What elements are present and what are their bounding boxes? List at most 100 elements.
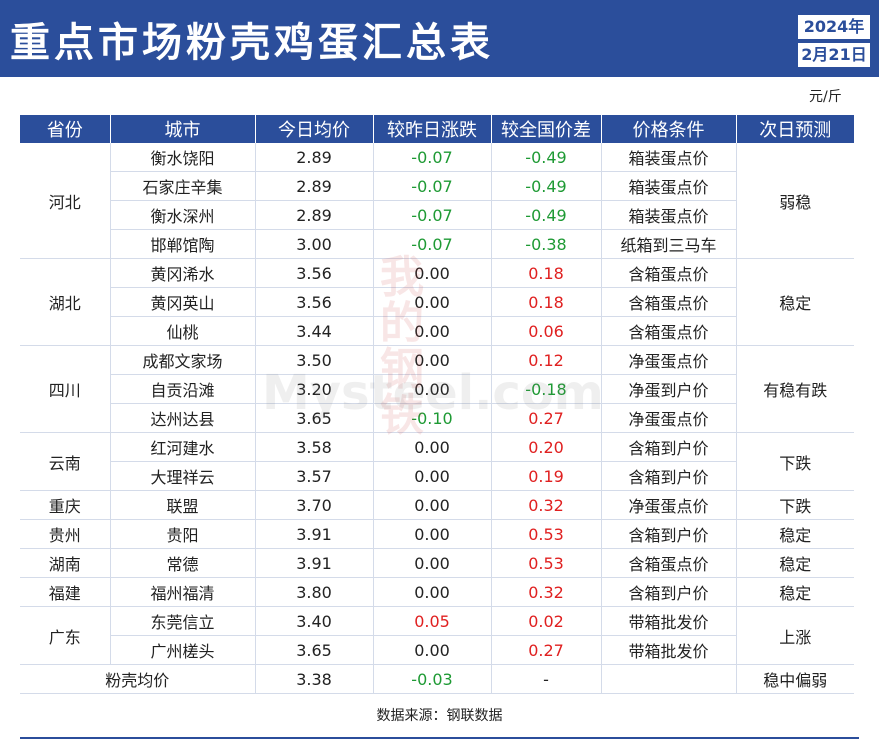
price-cell: 2.89 [254,200,373,230]
price-cell: 3.20 [254,374,373,404]
table-row: 贵州 贵阳 3.91 0.00 0.53 含箱到户价 稳定 [20,519,854,549]
forecast-cell: 稳定 [735,577,854,607]
average-label: 粉壳均价 [20,664,255,694]
change-cell: -0.10 [372,403,491,433]
condition-cell: 含箱蛋点价 [600,258,736,288]
city-cell: 衡水饶阳 [109,143,255,172]
condition-cell: 箱装蛋点价 [600,143,736,172]
province-cell: 河北 [20,143,110,259]
change-cell: 0.05 [372,606,491,636]
change-cell: 0.00 [372,316,491,346]
column-header-city: 城市 [109,115,255,143]
average-change-cell: -0.03 [372,664,491,694]
diff-cell: 0.27 [490,635,601,665]
average-forecast-cell: 稳中偏弱 [735,664,854,694]
table-row: 石家庄辛集 2.89 -0.07 -0.49 箱装蛋点价 [20,171,854,201]
condition-cell: 净蛋蛋点价 [600,403,736,433]
condition-cell: 含箱到户价 [600,461,736,491]
price-cell: 3.65 [254,403,373,433]
table-row: 湖北 黄冈浠水 3.56 0.00 0.18 含箱蛋点价 稳定 [20,258,854,346]
table-row: 邯郸馆陶 3.00 -0.07 -0.38 纸箱到三马车 [20,229,854,259]
condition-cell: 净蛋蛋点价 [600,345,736,375]
unit-label: 元/斤 [809,89,842,105]
condition-cell: 纸箱到三马车 [600,229,736,259]
diff-cell: 0.32 [490,490,601,520]
province-cell: 贵州 [20,519,110,549]
change-cell: 0.00 [372,258,491,288]
diff-cell: -0.18 [490,374,601,404]
condition-cell: 净蛋到户价 [600,374,736,404]
condition-cell: 含箱到户价 [600,519,736,549]
city-cell: 广州槎头 [109,635,255,665]
city-cell: 衡水深州 [109,200,255,230]
average-price-cell: 3.38 [254,664,373,694]
city-cell: 邯郸馆陶 [109,229,255,259]
city-cell: 红河建水 [109,432,255,462]
condition-cell: 箱装蛋点价 [600,200,736,230]
table-body: 河北 衡水饶阳 2.89 -0.07 -0.49 箱装蛋点价 弱稳 石家庄辛集 2.89 -0.0… [20,143,854,694]
price-cell: 3.44 [254,316,373,346]
price-cell: 3.56 [254,258,373,288]
change-cell: -0.07 [372,200,491,230]
price-cell: 3.40 [254,606,373,636]
date-day-badge: 2月21日 [798,43,870,67]
table-row: 达州达县 3.65 -0.10 0.27 净蛋蛋点价 [20,403,854,433]
change-cell: -0.07 [372,143,491,172]
price-cell: 3.58 [254,432,373,462]
change-cell: 0.00 [372,287,491,317]
condition-cell: 带箱批发价 [600,635,736,665]
diff-cell: -0.38 [490,229,601,259]
diff-cell: 0.20 [490,432,601,462]
egg-price-table: 省份 城市 今日均价 较昨日涨跌 较全国价差 价格条件 次日预测 河北 衡水饶阳 2… [20,115,854,694]
price-cell: 3.91 [254,548,373,578]
city-cell: 常德 [109,548,255,578]
change-cell: 0.00 [372,461,491,491]
price-cell: 3.50 [254,345,373,375]
forecast-cell: 稳定 [735,258,854,346]
diff-cell: 0.19 [490,461,601,491]
forecast-cell: 稳定 [735,548,854,578]
table-row: 福建 福州福清 3.80 0.00 0.32 含箱到户价 稳定 [20,577,854,607]
change-cell: 0.00 [372,490,491,520]
condition-cell: 含箱到户价 [600,577,736,607]
diff-cell: 0.53 [490,519,601,549]
condition-cell: 带箱批发价 [600,606,736,636]
condition-cell: 含箱蛋点价 [600,316,736,346]
column-header-change: 较昨日涨跌 [372,115,491,143]
table-row: 四川 成都文家场 3.50 0.00 0.12 净蛋蛋点价 有稳有跌 [20,345,854,433]
average-row: 粉壳均价 3.38 -0.03- 稳中偏弱 [20,664,854,694]
province-cell: 四川 [20,345,110,433]
price-cell: 3.57 [254,461,373,491]
table-row: 云南 红河建水 3.58 0.00 0.20 含箱到户价 下跌 [20,432,854,491]
diff-cell: 0.27 [490,403,601,433]
change-cell: 0.00 [372,519,491,549]
table-row: 河北 衡水饶阳 2.89 -0.07 -0.49 箱装蛋点价 弱稳 [20,143,854,259]
column-header-price: 今日均价 [254,115,373,143]
forecast-cell: 弱稳 [735,143,854,259]
diff-cell: 0.06 [490,316,601,346]
city-cell: 联盟 [109,490,255,520]
table-row: 衡水深州 2.89 -0.07 -0.49 箱装蛋点价 [20,200,854,230]
change-cell: 0.00 [372,432,491,462]
forecast-cell: 稳定 [735,519,854,549]
diff-cell: 0.02 [490,606,601,636]
city-cell: 成都文家场 [109,345,255,375]
city-cell: 达州达县 [109,403,255,433]
title-bar: 重点市场粉壳鸡蛋汇总表 2024年 2月21日 [0,0,879,77]
condition-cell: 含箱到户价 [600,432,736,462]
change-cell: 0.00 [372,345,491,375]
forecast-cell: 上涨 [735,606,854,665]
price-cell: 3.56 [254,287,373,317]
province-cell: 云南 [20,432,110,491]
diff-cell: -0.49 [490,143,601,172]
diff-cell: 0.12 [490,345,601,375]
province-cell: 重庆 [20,490,110,520]
province-cell: 福建 [20,577,110,607]
condition-cell: 含箱蛋点价 [600,548,736,578]
city-cell: 黄冈英山 [109,287,255,317]
city-cell: 黄冈浠水 [109,258,255,288]
footer-divider [20,737,859,739]
page-title: 重点市场粉壳鸡蛋汇总表 [10,20,494,66]
price-cell: 3.91 [254,519,373,549]
table-row: 广东 东莞信立 3.40 0.05 0.02 带箱批发价 上涨 [20,606,854,665]
